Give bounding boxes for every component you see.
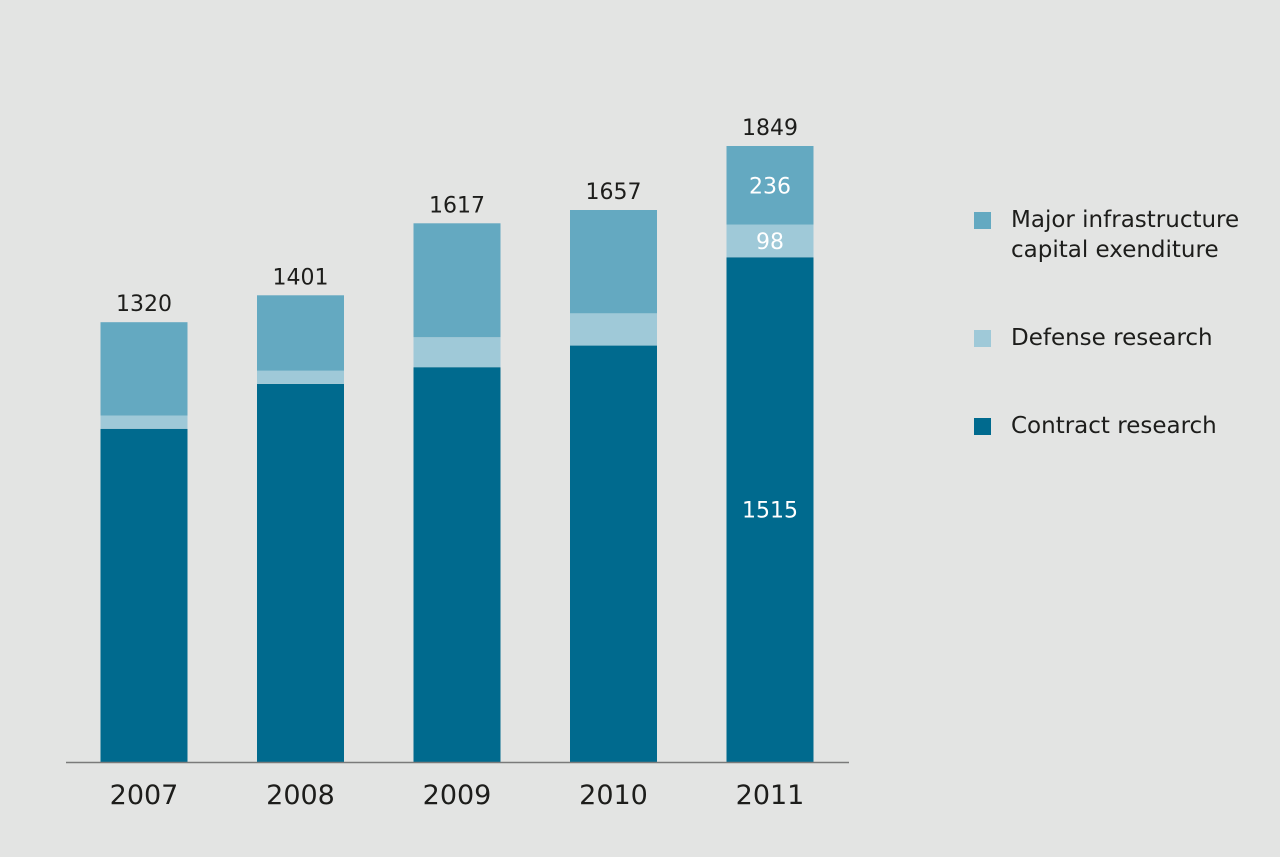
bar-segment-infrastructure-2009 <box>413 223 501 338</box>
x-tick-label-2007: 2007 <box>110 780 179 811</box>
legend-label-line: Major infrastructure <box>1011 207 1240 233</box>
legend-item-infrastructure: Major infrastructure capital exenditure <box>974 205 1274 265</box>
bar-segment-defense-2008 <box>257 370 344 384</box>
bar-segment-defense-2009 <box>413 337 501 368</box>
bar-segment-defense-2010 <box>570 313 657 346</box>
legend-swatch-infrastructure <box>974 212 991 229</box>
bar-segment-contract-2010 <box>570 345 657 762</box>
legend-swatch-contract <box>974 418 991 435</box>
bar-segment-infrastructure-2008 <box>257 295 344 371</box>
bar-segment-defense-2007 <box>100 415 188 429</box>
legend-label-line: Defense research <box>1011 325 1213 351</box>
bar-segment-contract-2011 <box>726 257 814 762</box>
x-tick-label-2011: 2011 <box>736 780 805 811</box>
x-tick-label-2010: 2010 <box>579 780 648 811</box>
x-tick-label-2009: 2009 <box>423 780 492 811</box>
total-label-2010: 1657 <box>586 180 642 205</box>
segment-label-contract-2011: 1515 <box>742 499 798 524</box>
total-label-2011: 1849 <box>742 116 798 141</box>
legend-swatch-defense <box>974 330 991 347</box>
bar-segment-infrastructure-2007 <box>100 322 188 416</box>
legend-item-contract: Contract research <box>974 411 1274 441</box>
bar-segment-contract-2008 <box>257 383 344 762</box>
bar-segment-defense-2011 <box>726 224 814 258</box>
bar-segment-infrastructure-2010 <box>570 210 657 314</box>
bar-segment-infrastructure-2011 <box>726 146 814 225</box>
legend-label-line: Contract research <box>1011 413 1217 439</box>
total-label-2007: 1320 <box>116 292 172 317</box>
bar-segment-contract-2009 <box>413 367 501 762</box>
legend-label-line: capital exenditure <box>1011 237 1219 263</box>
x-tick-label-2008: 2008 <box>266 780 335 811</box>
bar-segment-contract-2007 <box>100 428 188 762</box>
segment-label-defense-2011: 98 <box>756 230 784 255</box>
total-label-2009: 1617 <box>429 193 485 218</box>
legend-item-defense: Defense research <box>974 323 1274 353</box>
total-label-2008: 1401 <box>273 265 329 290</box>
chart-legend: Major infrastructure capital exenditure … <box>974 205 1274 441</box>
segment-label-infrastructure-2011: 236 <box>749 174 791 199</box>
